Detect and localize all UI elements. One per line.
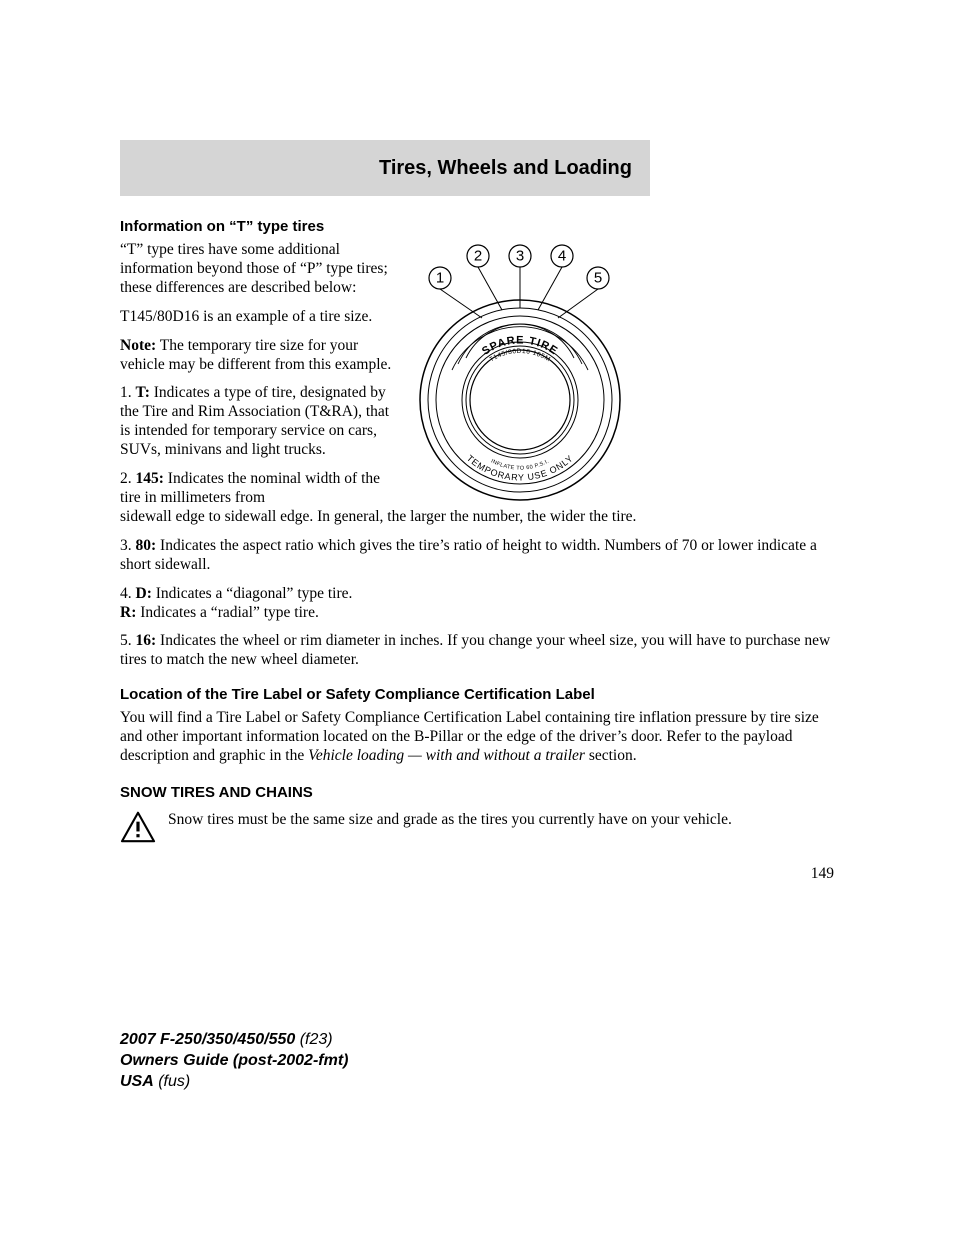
item4b-bold: R:	[120, 604, 136, 621]
section1-item4: 4. D: Indicates a “diagonal” type tire.	[120, 585, 834, 604]
footer-line3: USA (fus)	[120, 1072, 348, 1093]
footer-line1-italic: (f23)	[295, 1031, 332, 1048]
section2-p1: You will find a Tire Label or Safety Com…	[120, 709, 834, 766]
item2-bold: 145:	[136, 470, 164, 487]
chapter-header-band: Tires, Wheels and Loading	[120, 140, 650, 196]
item3-text: Indicates the aspect ratio which gives t…	[120, 537, 817, 573]
footer-block: 2007 F-250/350/450/550 (f23) Owners Guid…	[120, 1030, 348, 1092]
section1-item3: 3. 80: Indicates the aspect ratio which …	[120, 537, 834, 575]
item4-prefix: 4.	[120, 585, 136, 602]
item1-bold: T:	[136, 384, 150, 401]
item5-bold: 16:	[136, 632, 157, 649]
callout-number: 4	[558, 248, 566, 265]
tire-figure: SPARE TIRE T145/80D16 105M TEMPORARY USE…	[405, 240, 635, 510]
section2-p1b: section.	[585, 747, 637, 764]
warning-icon	[120, 811, 156, 843]
item4b-text: Indicates a “radial” type tire.	[136, 604, 318, 621]
item5-prefix: 5.	[120, 632, 136, 649]
section1-heading: Information on “T” type tires	[120, 218, 834, 235]
tire-diagram-svg: SPARE TIRE T145/80D16 105M TEMPORARY USE…	[405, 240, 635, 510]
callout-number: 3	[516, 248, 524, 265]
section2-heading: Location of the Tire Label or Safety Com…	[120, 686, 834, 703]
page-number: 149	[120, 865, 834, 883]
section1-p2: T145/80D16 is an example of a tire size.	[120, 308, 400, 327]
section1-item4b: R: Indicates a “radial” type tire.	[120, 604, 834, 623]
callout-number: 2	[474, 248, 482, 265]
note-label: Note:	[120, 337, 156, 354]
callout-leader	[478, 267, 502, 310]
footer-line3-italic: (fus)	[154, 1073, 190, 1090]
footer-line1: 2007 F-250/350/450/550 (f23)	[120, 1030, 348, 1051]
section3-heading: SNOW TIRES AND CHAINS	[120, 784, 834, 801]
item4-text: Indicates a “diagonal” type tire.	[152, 585, 353, 602]
item5-text: Indicates the wheel or rim diameter in i…	[120, 632, 830, 668]
section1-item1: 1. T: Indicates a type of tire, designat…	[120, 384, 400, 460]
item3-bold: 80:	[136, 537, 157, 554]
item4-bold: D:	[136, 585, 152, 602]
warning-row: Snow tires must be the same size and gra…	[120, 811, 834, 843]
item3-prefix: 3.	[120, 537, 136, 554]
warning-text: Snow tires must be the same size and gra…	[168, 811, 732, 830]
callout-number: 5	[594, 270, 602, 287]
section2-p1-italic: Vehicle loading — with and without a tra…	[308, 747, 585, 764]
callout-number: 1	[436, 270, 444, 287]
section1-note: Note: The temporary tire size for your v…	[120, 337, 400, 375]
section1-p1: “T” type tires have some additional info…	[120, 241, 400, 298]
callout-leader	[558, 289, 598, 318]
footer-line1-bold: 2007 F-250/350/450/550	[120, 1031, 295, 1048]
section1-item5: 5. 16: Indicates the wheel or rim diamet…	[120, 632, 834, 670]
item2-prefix: 2.	[120, 470, 136, 487]
chapter-title: Tires, Wheels and Loading	[379, 157, 632, 180]
section1-item2a: 2. 145: Indicates the nominal width of t…	[120, 470, 400, 508]
footer-line3-bold: USA	[120, 1073, 154, 1090]
footer-line2: Owners Guide (post-2002-fmt)	[120, 1051, 348, 1072]
note-text: The temporary tire size for your vehicle…	[120, 337, 391, 373]
callout-leader	[538, 267, 562, 310]
item1-prefix: 1.	[120, 384, 136, 401]
section1-item2b: sidewall edge to sidewall edge. In gener…	[120, 508, 834, 527]
callout-leader	[440, 289, 482, 318]
item1-text: Indicates a type of tire, designated by …	[120, 384, 389, 458]
